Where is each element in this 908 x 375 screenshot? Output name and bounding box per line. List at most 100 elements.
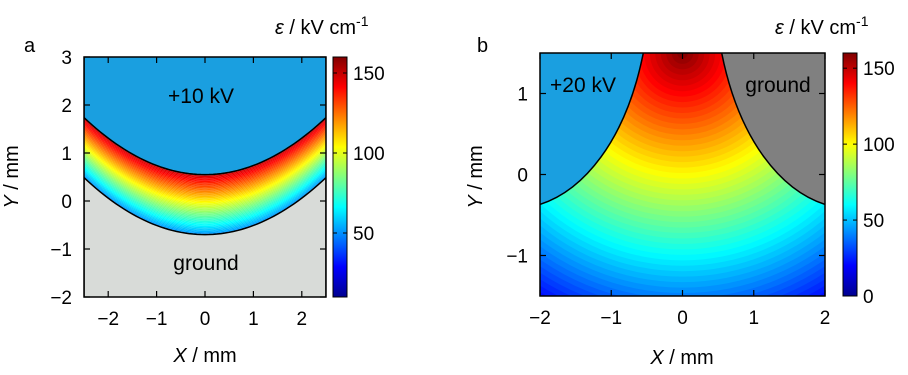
panel-a-colorbar-ticks: 50 100 150 (333, 64, 385, 245)
panel-b-x-axis-label: X / mm (649, 347, 713, 369)
x-tick-label: 2 (820, 308, 831, 329)
colorbar-tick-label: 0 (863, 287, 874, 308)
y-tick-label: 1 (517, 85, 528, 106)
field-band (84, 138, 326, 198)
x-tick-label: −2 (97, 309, 119, 330)
field-band (84, 160, 326, 219)
field-band (84, 131, 326, 190)
field-band (84, 126, 326, 185)
x-tick-label: 1 (248, 309, 259, 330)
panel-b-colorbar-label: ε / kV cm-1 (775, 13, 869, 39)
field-band (84, 156, 326, 215)
field-band (84, 158, 326, 218)
panel-b-colorbar-ticks: 0 50 100 150 (843, 59, 895, 308)
panel-a-ground-electrode (84, 176, 326, 297)
field-band (84, 123, 326, 183)
field-band (84, 146, 326, 205)
panel-b-left-electrode (540, 53, 645, 206)
field-band (84, 136, 326, 195)
field-band (84, 143, 326, 203)
field-band (84, 161, 326, 220)
y-tick-label: −2 (50, 288, 72, 309)
panel-a-colorbar-bar (332, 56, 348, 298)
y-tick-label: 0 (61, 192, 72, 213)
field-band (84, 155, 326, 214)
colorbar-tick-label: 150 (863, 59, 895, 80)
field-band (84, 122, 326, 181)
field-band (84, 120, 326, 179)
field-band (84, 137, 326, 196)
field-band (84, 140, 326, 199)
panel-a-colorbar-label: ε / kV cm-1 (275, 13, 369, 39)
field-band (84, 173, 326, 233)
field-band (84, 147, 326, 206)
field-band (84, 117, 326, 176)
panel-b-y-ticks: −1 0 1 (506, 85, 825, 268)
field-band (84, 130, 326, 189)
colorbar-tick-label: 50 (863, 211, 884, 232)
field-band (84, 167, 326, 226)
field-band (84, 150, 326, 209)
x-tick-label: −2 (529, 308, 551, 329)
field-band (84, 175, 326, 234)
field-band (84, 166, 326, 225)
field-band (84, 133, 326, 193)
y-tick-label: 3 (61, 48, 72, 69)
field-band (84, 121, 326, 180)
panel-b-field-map (540, 53, 825, 296)
panel-a: a −2 −1 0 1 2 −2 −1 0 1 2 3 +10 kV ground X / mm … (1, 13, 385, 367)
panel-a-y-ticks: −2 −1 0 1 2 3 (50, 48, 326, 309)
panel-b-x-ticks: −2 −1 0 1 2 (529, 53, 830, 329)
panel-a-colorbar: 50 100 150 ε / kV cm-1 (275, 13, 385, 298)
panel-b-colorbar: 0 50 100 150 ε / kV cm-1 (775, 13, 895, 308)
field-band (84, 128, 326, 188)
field-band (84, 132, 326, 191)
panel-b-plot: −2 −1 0 1 2 −1 0 1 +20 kV ground X / mm Y / mm (465, 52, 830, 369)
panel-b-y-axis-label: Y / mm (465, 145, 487, 208)
panel-a-electrode-label-ground: ground (173, 252, 238, 275)
y-tick-label: −1 (506, 247, 528, 268)
panel-a-y-axis-label: Y / mm (1, 145, 23, 208)
y-tick-label: 1 (61, 144, 72, 165)
colorbar-tick-label: 100 (863, 135, 895, 156)
field-band (84, 170, 326, 229)
field-band (84, 168, 326, 228)
x-tick-label: 0 (200, 309, 211, 330)
field-band (84, 153, 326, 213)
field-band (84, 127, 326, 186)
y-tick-label: 2 (61, 96, 72, 117)
field-band (84, 157, 326, 216)
field-band (84, 162, 326, 221)
y-tick-label: 0 (517, 166, 528, 187)
field-band (84, 152, 326, 211)
colorbar-tick-label: 150 (353, 64, 385, 85)
field-band (84, 148, 326, 208)
field-band (84, 141, 326, 200)
field-band (84, 151, 326, 210)
panel-a-field-map (84, 57, 326, 297)
panel-b-right-electrode (720, 53, 825, 206)
panel-a-plot: −2 −1 0 1 2 −2 −1 0 1 2 3 +10 kV ground X / mm Y … (1, 48, 327, 367)
panel-a-label: a (24, 35, 36, 57)
field-band (84, 163, 326, 223)
panel-a-x-ticks: −2 −1 0 1 2 (97, 57, 307, 330)
panel-b-colorbar-bar (842, 52, 858, 297)
field-band (84, 125, 326, 184)
x-tick-label: −1 (146, 309, 168, 330)
y-tick-label: −1 (50, 240, 72, 261)
panel-a-electrode-label-top: +10 kV (168, 85, 234, 108)
panel-b: b −2 −1 0 1 2 −1 0 1 +20 kV ground X / mm Y / … (465, 13, 895, 369)
panel-b-label: b (477, 35, 488, 57)
panel-a-top-electrode (84, 57, 326, 176)
x-tick-label: 0 (677, 308, 688, 329)
panel-b-electrode-label-left: +20 kV (550, 74, 616, 97)
field-band (84, 172, 326, 231)
x-tick-label: −1 (600, 308, 622, 329)
field-band (84, 142, 326, 201)
field-band (84, 171, 326, 230)
field-band (84, 135, 326, 194)
panel-b-electrode-label-right: ground (745, 74, 810, 97)
x-tick-label: 2 (297, 309, 308, 330)
field-band (84, 145, 326, 204)
